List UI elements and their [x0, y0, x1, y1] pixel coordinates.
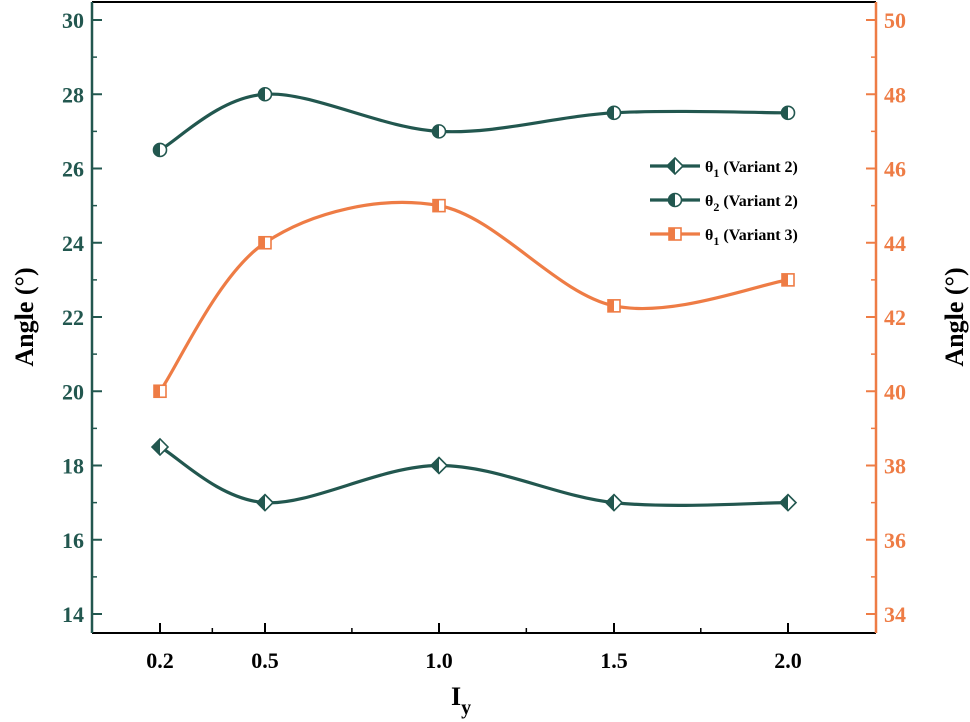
series-1-point	[604, 493, 624, 512]
marker-fill	[431, 457, 439, 474]
left-tick-label: 28	[62, 82, 84, 107]
marker-fill	[782, 273, 788, 286]
left-tick-label: 24	[62, 231, 84, 256]
series-3-point	[781, 273, 795, 287]
left-tick-label: 26	[62, 157, 84, 182]
series-1-point	[150, 437, 170, 457]
series-3-point	[607, 299, 621, 313]
marker-fill	[781, 106, 788, 120]
marker-fill	[432, 124, 439, 138]
left-tick-label: 30	[62, 8, 84, 33]
left-tick-label: 20	[62, 379, 84, 404]
series-1-point	[778, 493, 798, 512]
series-1-point	[429, 456, 449, 475]
legend: θ1 (Variant 2) θ2 (Variant 2) θ1 (Variant …	[650, 156, 798, 248]
x-axis-title: Iy	[451, 682, 471, 719]
right-tick-label: 50	[884, 8, 906, 33]
series-2-point	[431, 124, 447, 139]
marker-fill	[667, 158, 675, 174]
series-2-point	[257, 86, 273, 102]
right-tick-label: 46	[884, 157, 906, 182]
series-2-point	[606, 105, 622, 121]
right-tick-label: 42	[884, 305, 906, 330]
series-3-point	[258, 235, 272, 250]
series-line-2	[159, 92, 789, 152]
legend-marker	[668, 227, 682, 241]
marker-fill	[606, 494, 614, 511]
legend-label: θ1 (Variant 2)	[705, 159, 798, 180]
x-tick-label: 1.0	[425, 648, 453, 673]
legend-label: θ2 (Variant 2)	[705, 193, 798, 214]
series-line-1	[159, 445, 789, 507]
left-tick-label: 22	[62, 305, 84, 330]
legend-marker	[665, 156, 685, 176]
series-2-point	[152, 142, 168, 158]
marker-fill	[257, 494, 265, 511]
series-3-point	[153, 384, 167, 399]
marker-fill	[608, 299, 614, 312]
marker-fill	[152, 438, 160, 455]
marker-fill	[258, 87, 265, 101]
marker-fill	[607, 106, 614, 120]
marker-fill	[669, 228, 675, 240]
legend-marker	[667, 192, 683, 208]
marker-fill	[780, 494, 788, 511]
x-tick-label: 0.5	[251, 648, 279, 673]
x-tick-label: 1.5	[600, 648, 628, 673]
left-tick-label: 14	[62, 602, 84, 627]
right-tick-label: 38	[884, 454, 906, 479]
right-tick-label: 44	[884, 231, 906, 256]
marker-fill	[153, 143, 160, 157]
right-tick-label: 40	[884, 379, 906, 404]
right-tick-label: 36	[884, 528, 906, 553]
series-line-3	[158, 200, 789, 393]
right-axis-title: Angle (°)	[940, 267, 969, 366]
marker-fill	[668, 193, 675, 207]
legend-label: θ1 (Variant 3)	[705, 227, 798, 248]
series-3-point	[432, 198, 446, 213]
left-tick-label: 18	[62, 454, 84, 479]
x-tick-label: 0.2	[146, 648, 174, 673]
marker-fill	[433, 199, 439, 212]
x-tick-label: 2.0	[774, 648, 802, 673]
marker-fill	[154, 385, 160, 398]
right-tick-label: 34	[884, 602, 906, 627]
series-2-point	[780, 105, 796, 121]
series-1-point	[255, 493, 275, 512]
marker-fill	[259, 236, 265, 249]
right-tick-label: 48	[884, 82, 906, 107]
left-tick-label: 16	[62, 528, 84, 553]
left-axis-title: Angle (°)	[10, 267, 39, 366]
